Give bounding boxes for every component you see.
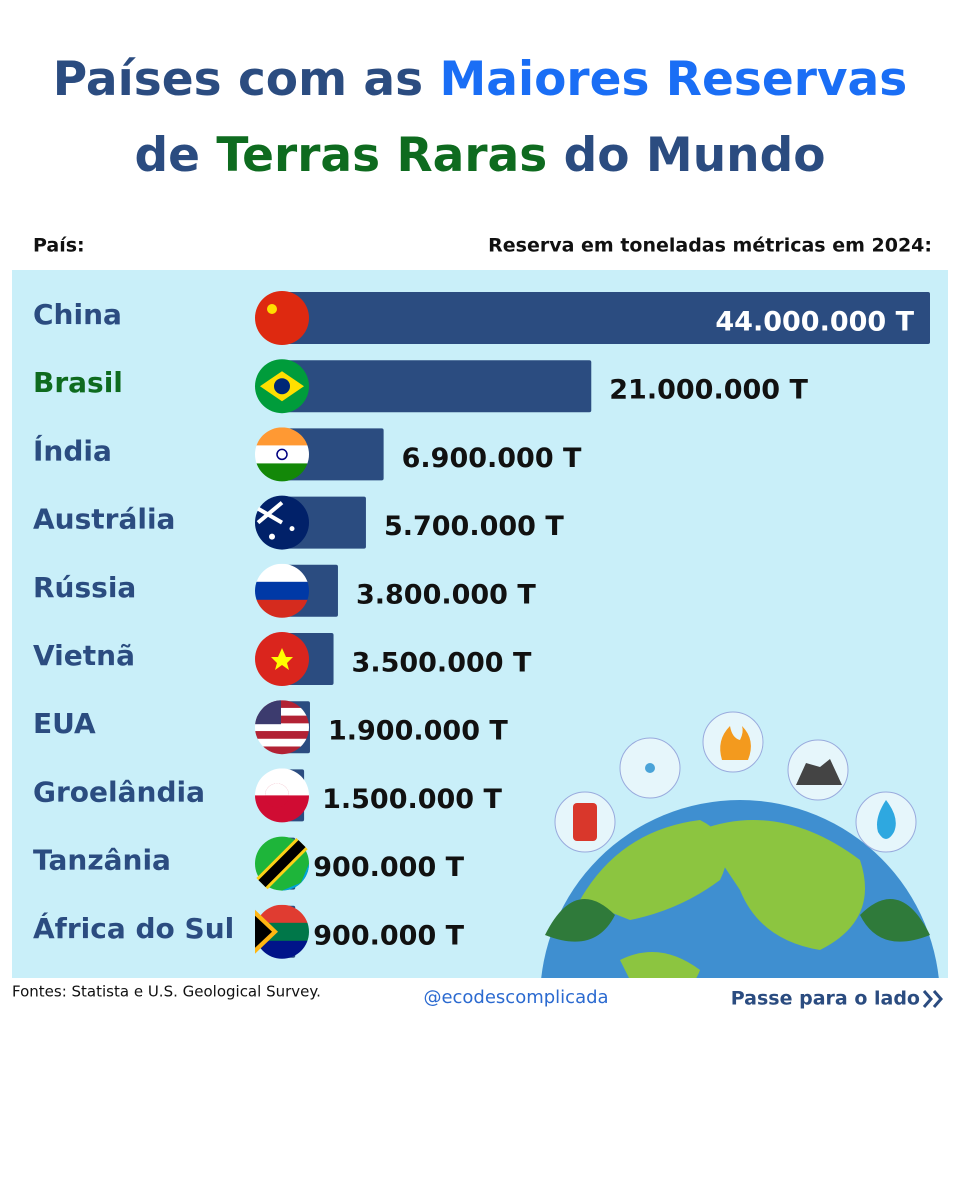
flag xyxy=(255,291,309,345)
title-part: Terras Raras xyxy=(216,128,547,183)
chart-title: Países com as Maiores Reservas xyxy=(53,52,907,107)
flag xyxy=(265,783,289,796)
source-note: Fontes: Statista e U.S. Geological Surve… xyxy=(12,983,321,1001)
category-label: África do Sul xyxy=(33,911,234,945)
category-label: Brasil xyxy=(33,366,123,399)
category-label: Vietnã xyxy=(33,639,135,672)
flag xyxy=(255,563,309,618)
title-part: de xyxy=(134,128,200,183)
category-label: Tanzânia xyxy=(33,844,171,877)
flag xyxy=(255,445,309,464)
category-label: EUA xyxy=(33,707,96,740)
flag xyxy=(255,291,309,345)
flag xyxy=(255,427,309,446)
category-label: China xyxy=(33,298,122,331)
title-part: Maiores Reservas xyxy=(440,52,908,107)
value-label: 900.000 T xyxy=(313,920,464,951)
flag xyxy=(255,940,309,959)
bar xyxy=(282,292,930,344)
flag xyxy=(255,427,309,482)
flag xyxy=(255,632,309,686)
flag xyxy=(255,707,309,717)
flag xyxy=(255,581,309,601)
flag xyxy=(255,359,309,414)
flag xyxy=(255,738,309,747)
category-label: Índia xyxy=(33,433,112,467)
chart-title: de Terras Raras do Mundo xyxy=(134,128,825,183)
flag xyxy=(255,731,309,740)
flag xyxy=(274,378,290,395)
value-label: 6.900.000 T xyxy=(402,443,582,474)
category-label: Austrália xyxy=(33,503,175,536)
flag xyxy=(276,448,288,461)
value-label: 1.500.000 T xyxy=(322,784,502,815)
flag xyxy=(255,563,309,583)
flag xyxy=(269,533,275,540)
value-label: 21.000.000 T xyxy=(609,375,808,406)
flag xyxy=(255,915,272,948)
value-label: 900.000 T xyxy=(313,852,464,883)
bar xyxy=(282,428,384,481)
title-part: Países com as xyxy=(53,52,423,107)
flag xyxy=(255,700,309,709)
flag xyxy=(267,304,277,314)
flag xyxy=(255,715,309,724)
category-header: País: xyxy=(33,235,85,257)
flag xyxy=(255,599,309,618)
bar xyxy=(282,360,592,413)
flag xyxy=(255,746,309,755)
category-label: Groelândia xyxy=(33,775,205,808)
flag xyxy=(258,840,306,888)
flag xyxy=(255,904,309,959)
flag xyxy=(255,904,309,924)
title-part: do Mundo xyxy=(564,128,826,183)
value-label: 5.700.000 T xyxy=(384,511,564,542)
next-arrow[interactable] xyxy=(922,990,943,1008)
flag xyxy=(256,501,284,525)
flag xyxy=(255,463,309,482)
flag xyxy=(255,495,309,550)
flag xyxy=(271,648,293,670)
handle: @ecodescomplicada xyxy=(423,987,608,1008)
next-hint[interactable]: Passe para o lado xyxy=(731,988,920,1010)
value-label: 44.000.000 T xyxy=(715,307,914,338)
category-label: Rússia xyxy=(33,571,136,604)
flag xyxy=(255,723,309,732)
value-label: 3.500.000 T xyxy=(352,648,532,679)
value-label: 1.900.000 T xyxy=(328,716,508,747)
globe-illustration xyxy=(541,711,939,978)
value-label: 3.800.000 T xyxy=(356,579,536,610)
flag xyxy=(255,836,309,891)
flag xyxy=(282,863,309,891)
value-header: Reserva em toneladas métricas em 2024: xyxy=(488,235,932,257)
flag xyxy=(289,526,295,532)
